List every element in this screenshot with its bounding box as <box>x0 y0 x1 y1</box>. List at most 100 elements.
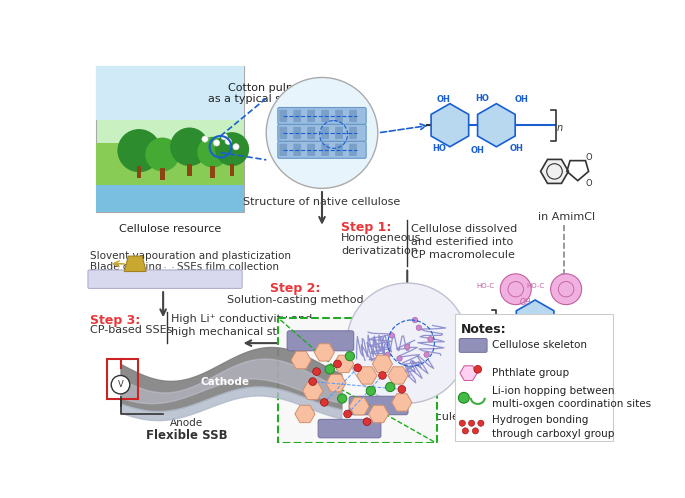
Text: OH: OH <box>510 144 523 153</box>
FancyBboxPatch shape <box>349 144 357 156</box>
FancyBboxPatch shape <box>293 144 301 156</box>
Polygon shape <box>295 405 315 423</box>
Circle shape <box>458 392 469 403</box>
Circle shape <box>551 274 582 305</box>
FancyBboxPatch shape <box>335 110 343 122</box>
Circle shape <box>366 386 375 395</box>
Circle shape <box>462 428 469 434</box>
Circle shape <box>549 345 580 375</box>
Circle shape <box>474 366 482 373</box>
FancyBboxPatch shape <box>308 110 315 122</box>
FancyBboxPatch shape <box>210 166 215 178</box>
Text: Cathode: Cathode <box>201 376 249 386</box>
Polygon shape <box>326 374 346 392</box>
Circle shape <box>412 317 418 323</box>
Circle shape <box>170 127 209 166</box>
Text: High Li⁺ conductivity and
high mechanical strength: High Li⁺ conductivity and high mechanica… <box>171 314 314 337</box>
FancyBboxPatch shape <box>97 143 244 185</box>
Circle shape <box>197 137 228 167</box>
Text: Step 3:: Step 3: <box>90 314 140 327</box>
Text: HO-C: HO-C <box>476 283 494 289</box>
Text: OH: OH <box>471 146 485 155</box>
FancyBboxPatch shape <box>293 127 301 139</box>
Circle shape <box>363 418 371 425</box>
Circle shape <box>469 420 475 426</box>
Circle shape <box>495 345 526 375</box>
FancyBboxPatch shape <box>455 314 613 441</box>
Circle shape <box>338 394 347 403</box>
Text: SSEs film collection: SSEs film collection <box>177 261 279 271</box>
FancyBboxPatch shape <box>97 158 244 212</box>
Text: Structure of native cellulose: Structure of native cellulose <box>243 197 401 207</box>
Text: O: O <box>585 179 592 188</box>
Circle shape <box>221 133 227 140</box>
Text: Step 1:: Step 1: <box>341 222 392 235</box>
Circle shape <box>424 352 429 358</box>
Text: HO: HO <box>475 94 489 103</box>
Text: n: n <box>599 318 606 328</box>
Text: Homogeneous
derivatization: Homogeneous derivatization <box>341 233 422 256</box>
FancyBboxPatch shape <box>349 110 357 122</box>
Circle shape <box>428 337 433 342</box>
Text: CP-based SSEs: CP-based SSEs <box>90 325 172 336</box>
FancyBboxPatch shape <box>137 166 141 178</box>
Text: O: O <box>585 153 592 162</box>
Polygon shape <box>388 367 408 384</box>
Text: n: n <box>557 123 563 132</box>
Polygon shape <box>125 256 146 271</box>
Circle shape <box>334 360 341 368</box>
FancyBboxPatch shape <box>88 270 242 288</box>
FancyBboxPatch shape <box>293 110 301 122</box>
Circle shape <box>473 428 479 434</box>
Polygon shape <box>314 344 334 361</box>
Text: Hydrogen bonding
through carboxyl group: Hydrogen bonding through carboxyl group <box>492 415 614 439</box>
FancyBboxPatch shape <box>187 164 192 176</box>
Text: Notes:: Notes: <box>461 323 506 336</box>
Text: Solution-casting method: Solution-casting method <box>227 295 363 305</box>
Circle shape <box>353 364 362 372</box>
Circle shape <box>385 352 390 358</box>
Circle shape <box>214 140 220 146</box>
Text: Blade coating: Blade coating <box>90 261 161 271</box>
Text: Cellulose resource: Cellulose resource <box>119 224 221 234</box>
Text: Anode: Anode <box>170 418 203 428</box>
Polygon shape <box>540 159 569 183</box>
FancyBboxPatch shape <box>287 331 353 351</box>
FancyBboxPatch shape <box>335 127 343 139</box>
Circle shape <box>389 333 395 338</box>
Polygon shape <box>373 355 393 373</box>
FancyBboxPatch shape <box>349 127 357 139</box>
FancyBboxPatch shape <box>278 318 437 443</box>
Circle shape <box>398 385 406 393</box>
Circle shape <box>117 129 161 172</box>
FancyBboxPatch shape <box>321 110 329 122</box>
Text: Cellulose skeleton: Cellulose skeleton <box>492 341 587 351</box>
Circle shape <box>145 137 179 171</box>
Text: Phthlate group: Phthlate group <box>492 368 569 378</box>
FancyBboxPatch shape <box>335 144 343 156</box>
FancyBboxPatch shape <box>349 396 408 415</box>
FancyBboxPatch shape <box>97 66 244 212</box>
Polygon shape <box>291 352 311 369</box>
FancyBboxPatch shape <box>308 127 315 139</box>
Polygon shape <box>516 300 554 343</box>
Circle shape <box>397 356 402 361</box>
Circle shape <box>459 420 465 426</box>
FancyBboxPatch shape <box>278 108 366 124</box>
Circle shape <box>202 136 208 142</box>
Polygon shape <box>460 366 477 380</box>
Text: Li-ion hopping between
multi-oxgen coordination sites: Li-ion hopping between multi-oxgen coord… <box>492 386 651 409</box>
FancyBboxPatch shape <box>229 164 234 176</box>
Text: Cotton pulp
as a typical source: Cotton pulp as a typical source <box>208 83 312 105</box>
Text: HO-C: HO-C <box>526 283 545 289</box>
FancyBboxPatch shape <box>278 124 366 141</box>
FancyBboxPatch shape <box>278 141 366 158</box>
Text: in AmimCl: in AmimCl <box>538 212 595 222</box>
Circle shape <box>344 410 351 418</box>
Circle shape <box>379 372 386 379</box>
Polygon shape <box>349 397 369 415</box>
Circle shape <box>266 78 378 188</box>
FancyBboxPatch shape <box>279 144 287 156</box>
FancyBboxPatch shape <box>321 144 329 156</box>
Text: Flexible SSB: Flexible SSB <box>145 429 227 442</box>
